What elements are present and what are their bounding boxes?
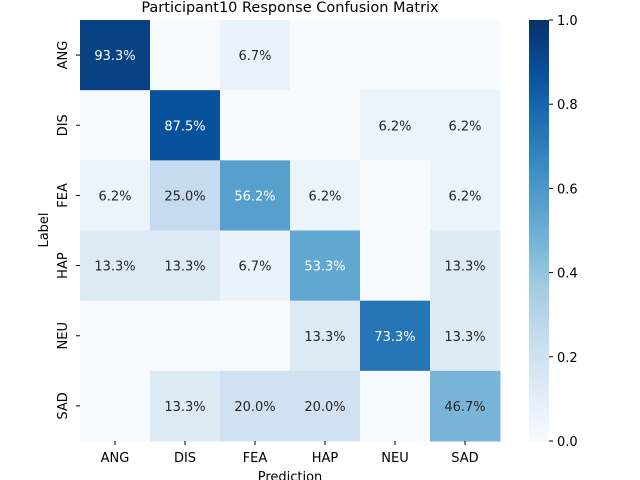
- heatmap-cell: [220, 370, 291, 442]
- cell-label: 53.3%: [304, 260, 345, 275]
- heatmap-cell: [80, 300, 151, 372]
- heatmap-cell: [150, 90, 221, 161]
- heatmap-cell: [290, 160, 361, 231]
- y-axis-ticks: ANG DIS FEA HAP NEU SAD: [56, 41, 80, 420]
- cell-label: 20.0%: [234, 400, 275, 415]
- heatmap-cell: [150, 20, 221, 91]
- heatmap-cell: [220, 90, 291, 161]
- cell-label: 6.2%: [448, 119, 481, 134]
- y-axis-label: Label: [37, 212, 52, 247]
- cell-label: 6.2%: [448, 189, 481, 204]
- heatmap-cell: [290, 230, 361, 302]
- heatmap-cell: [430, 90, 501, 161]
- cell-label: 6.7%: [238, 49, 271, 64]
- colorbar-tick-label: 1.0: [557, 14, 578, 29]
- heatmap-cell: [360, 90, 431, 161]
- y-tick-label: ANG: [56, 41, 71, 70]
- cell-label: 13.3%: [304, 330, 345, 345]
- cell-label: 6.7%: [238, 260, 271, 275]
- y-tick-label: DIS: [56, 114, 71, 136]
- heatmap-cell: [150, 160, 221, 231]
- heatmap-cell: [290, 90, 361, 161]
- cell-label: 25.0%: [164, 189, 205, 204]
- colorbar-tick-label: 0.6: [557, 182, 578, 197]
- heatmap-cell: [360, 20, 431, 91]
- heatmap-cell: [430, 300, 501, 372]
- heatmap-cell: [220, 20, 291, 91]
- cell-label: 6.2%: [98, 189, 131, 204]
- heatmap-cell: [80, 90, 151, 161]
- heatmap-cell: [80, 230, 151, 302]
- colorbar-tick-label: 0.0: [557, 435, 578, 450]
- x-tick-label: ANG: [101, 451, 130, 466]
- heatmap-cell: [360, 160, 431, 231]
- x-axis-label: Prediction: [258, 470, 323, 480]
- heatmap-cell: [360, 230, 431, 302]
- heatmap-cell: [80, 160, 151, 231]
- heatmap-cell: [290, 20, 361, 91]
- cell-label: 13.3%: [444, 330, 485, 345]
- heatmap-cell: [430, 20, 501, 91]
- heatmap-cell: [430, 160, 501, 231]
- cell-label: 20.0%: [304, 400, 345, 415]
- cell-label: 13.3%: [444, 260, 485, 275]
- colorbar-tick-label: 0.2: [557, 351, 578, 366]
- heatmap-cell: [430, 370, 501, 442]
- heatmap-cell: [80, 20, 151, 91]
- heatmap-cell: [220, 160, 291, 231]
- x-tick-label: SAD: [451, 451, 478, 466]
- cell-label: 46.7%: [444, 400, 485, 415]
- heatmap-cell: [290, 370, 361, 442]
- heatmap-cell: [150, 300, 221, 372]
- x-tick-label: FEA: [243, 451, 268, 466]
- chart-title: Participant10 Response Confusion Matrix: [141, 0, 439, 16]
- heatmap-cell: [360, 370, 431, 442]
- x-tick-label: HAP: [312, 451, 339, 466]
- colorbar-tick-label: 0.4: [557, 267, 578, 282]
- x-tick-label: NEU: [381, 451, 408, 466]
- heatmap-cell: [220, 230, 291, 302]
- cell-label: 13.3%: [94, 260, 135, 275]
- cell-label: 73.3%: [374, 330, 415, 345]
- cell-label: 87.5%: [164, 119, 205, 134]
- heatmap-cells: 93.3% 6.7% 87.5% 6.2% 6.2% 6.2% 25.0% 56.2% 6.2%…: [80, 20, 501, 442]
- cell-label: 13.3%: [164, 400, 205, 415]
- x-axis-ticks: ANG DIS FEA HAP NEU SAD: [101, 441, 479, 466]
- y-tick-label: SAD: [56, 392, 71, 419]
- heatmap-cell: [150, 230, 221, 302]
- y-tick-label: HAP: [56, 252, 71, 279]
- colorbar: [529, 20, 549, 441]
- heatmap-cell: [150, 370, 221, 442]
- colorbar-tick-label: 0.8: [557, 98, 578, 113]
- heatmap-cell: [220, 300, 291, 372]
- y-tick-label: FEA: [56, 183, 71, 208]
- heatmap-cell: [360, 300, 431, 372]
- x-tick-label: DIS: [174, 451, 196, 466]
- heatmap-cell: [430, 230, 501, 302]
- cell-label: 6.2%: [378, 119, 411, 134]
- heatmap-cell: [80, 370, 151, 442]
- y-tick-label: NEU: [56, 322, 71, 349]
- cell-label: 13.3%: [164, 260, 205, 275]
- cell-label: 56.2%: [234, 189, 275, 204]
- cell-label: 6.2%: [308, 189, 341, 204]
- cell-label: 93.3%: [94, 49, 135, 64]
- heatmap-cell: [290, 300, 361, 372]
- colorbar-ticks: 0.0 0.2 0.4 0.6 0.8 1.0: [549, 14, 578, 450]
